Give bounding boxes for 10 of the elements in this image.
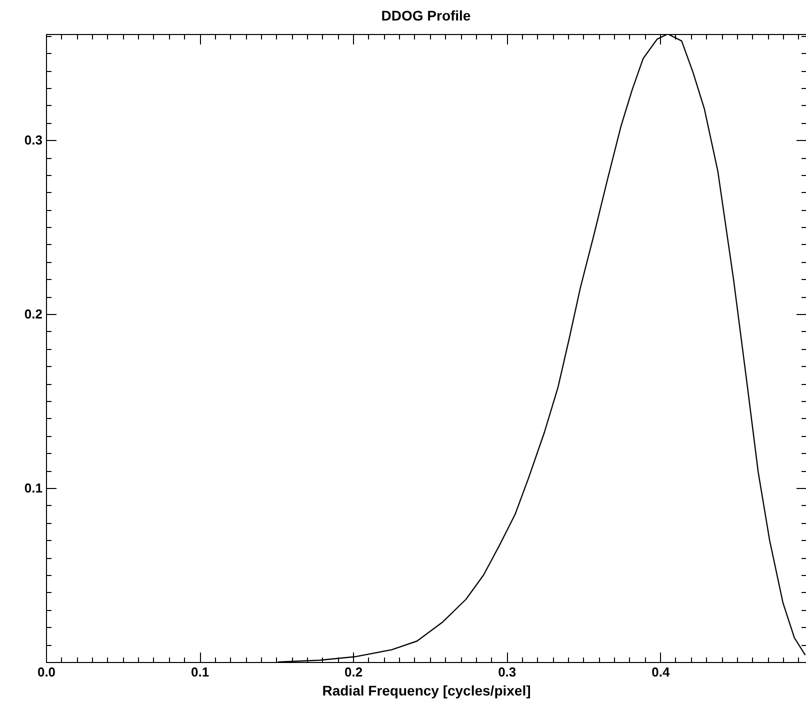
x-tick-label: 0.3 [498, 664, 516, 680]
x-axis-title: Radial Frequency [cycles/pixel] [322, 682, 531, 698]
chart-title: DDOG Profile [381, 8, 471, 24]
x-tick-label: 0.4 [652, 664, 670, 680]
y-tick-label: 0.2 [24, 306, 42, 322]
x-tick-label: 0.1 [190, 664, 210, 680]
x-tick-label: 0.0 [37, 664, 56, 680]
x-tick-label: 0.2 [344, 664, 363, 680]
y-tick-label: 0.1 [24, 480, 42, 496]
y-tick-label: 0.3 [24, 132, 42, 148]
